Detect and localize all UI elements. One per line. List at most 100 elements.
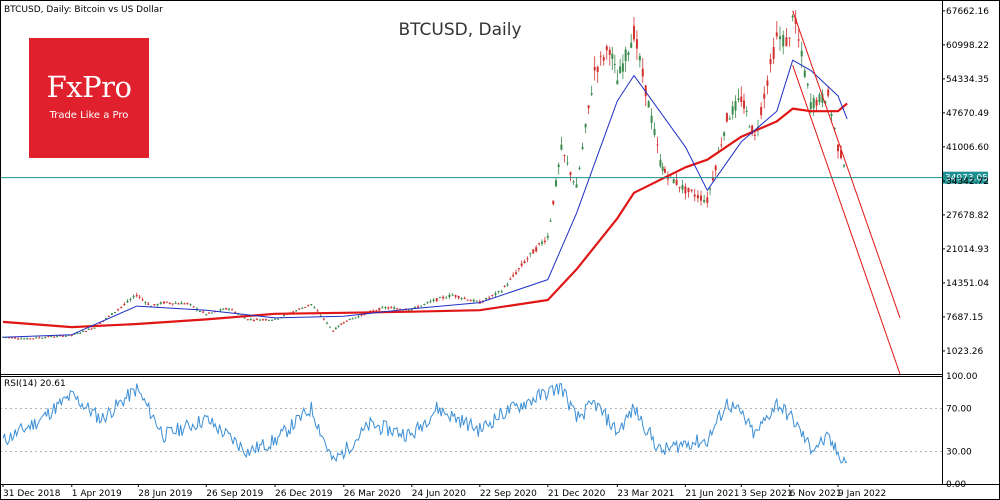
current-price-label: 34973.05: [945, 174, 988, 184]
price-candle-body: [295, 310, 298, 312]
price-candle-body: [590, 93, 593, 95]
price-candle-body: [205, 314, 208, 316]
price-candle-body: [417, 306, 420, 308]
price-candle-body: [460, 298, 463, 300]
price-candle-body: [50, 336, 53, 338]
price-candle-body: [11, 337, 14, 339]
price-candle-body: [183, 303, 186, 305]
price-candle-body: [497, 291, 500, 293]
price-candle-body: [87, 328, 90, 330]
channel-upper-line: [792, 10, 901, 319]
price-candle-body: [723, 132, 726, 136]
time-tick-label: 26 Sep 2019: [206, 489, 263, 499]
price-candle-body: [345, 320, 348, 322]
price-candle-body: [681, 185, 684, 190]
price-candle-body: [549, 220, 552, 222]
price-candle-body: [23, 338, 26, 340]
price-tick-label: 7687.15: [946, 313, 983, 323]
chart-title: BTCUSD, Daily: [398, 20, 521, 40]
price-candle-body: [491, 294, 494, 296]
price-candle-body: [264, 319, 267, 321]
price-candle-body: [466, 299, 469, 301]
price-candle-body: [584, 124, 587, 128]
price-candle-body: [351, 318, 354, 320]
price-candle-body: [454, 295, 457, 297]
price-candle-body: [426, 302, 429, 304]
price-candle-body: [693, 194, 696, 197]
price-candle-body: [543, 240, 546, 242]
price-candle-body: [319, 315, 322, 317]
price-candle-body: [342, 322, 345, 324]
price-tick-label: 27678.82: [946, 211, 989, 221]
price-candle-body: [399, 308, 402, 310]
price-candle-body: [274, 318, 277, 320]
price-candle-body: [420, 305, 423, 307]
price-candle-body: [255, 318, 258, 320]
price-tick-label: 21014.93: [946, 245, 989, 255]
price-candle-body: [635, 39, 638, 49]
price-candle-body: [396, 308, 399, 310]
price-candle-body: [494, 292, 497, 295]
logo-name: FxPro: [46, 70, 132, 104]
price-candle-body: [378, 308, 381, 311]
price-candle-body: [14, 337, 17, 339]
price-candle-body: [818, 94, 821, 103]
price-candle-body: [791, 15, 794, 18]
price-candle-body: [552, 200, 555, 205]
price-candle-body: [165, 301, 168, 303]
price-candle-body: [824, 101, 827, 104]
price-candle-body: [763, 93, 766, 99]
price-candle-body: [509, 278, 512, 280]
price-candle-body: [619, 66, 622, 74]
price-candle-body: [44, 337, 47, 339]
price-candle-body: [334, 327, 337, 330]
price-candle-body: [659, 159, 662, 167]
price-candle-body: [208, 312, 211, 314]
price-candle-body: [186, 302, 189, 304]
price-candle-body: [546, 235, 549, 238]
price-candle-body: [41, 337, 44, 339]
price-candle-body: [500, 291, 503, 293]
time-tick-label: 9 Jan 2022: [838, 489, 886, 499]
price-candle-body: [384, 307, 387, 309]
price-candle-body: [706, 197, 709, 203]
price-candle-body: [84, 330, 87, 332]
price-candle-body: [144, 301, 147, 303]
moving-average-short-line: [2, 59, 848, 338]
price-candle-body: [283, 314, 286, 316]
price-candle-body: [638, 55, 641, 61]
price-candle-body: [277, 318, 280, 320]
price-candle-body: [292, 311, 295, 313]
price-candle-body: [316, 310, 319, 312]
price-candle-body: [243, 317, 246, 319]
price-candle-body: [587, 105, 590, 109]
price-candle-body: [82, 330, 85, 332]
price-candle-body: [372, 310, 375, 312]
price-candle-body: [120, 306, 123, 308]
price-candle-body: [821, 93, 824, 103]
price-candle-body: [769, 59, 772, 65]
price-candle-body: [472, 299, 475, 302]
time-tick-label: 24 Jun 2020: [412, 489, 466, 499]
price-candle-body: [17, 338, 20, 340]
price-candle-body: [213, 311, 216, 313]
price-candle-body: [429, 301, 432, 303]
price-candle-body: [725, 113, 728, 122]
price-candle-body: [772, 47, 775, 59]
price-candle-body: [64, 335, 67, 337]
price-candle-body: [535, 247, 538, 252]
price-candle-body: [745, 110, 748, 112]
price-candle-body: [393, 307, 396, 310]
price-candle-body: [307, 304, 310, 306]
price-candle-body: [90, 328, 93, 330]
current-price-label-bg: [942, 171, 988, 184]
price-candle-body: [369, 310, 372, 312]
price-candle-body: [442, 296, 445, 299]
price-candle-body: [800, 50, 803, 57]
price-candle-body: [271, 319, 274, 321]
price-candle-body: [753, 134, 756, 136]
price-candle-body: [557, 164, 560, 168]
price-candle-body: [833, 128, 836, 130]
price-candle-body: [93, 327, 96, 329]
price-candle-body: [156, 303, 159, 306]
